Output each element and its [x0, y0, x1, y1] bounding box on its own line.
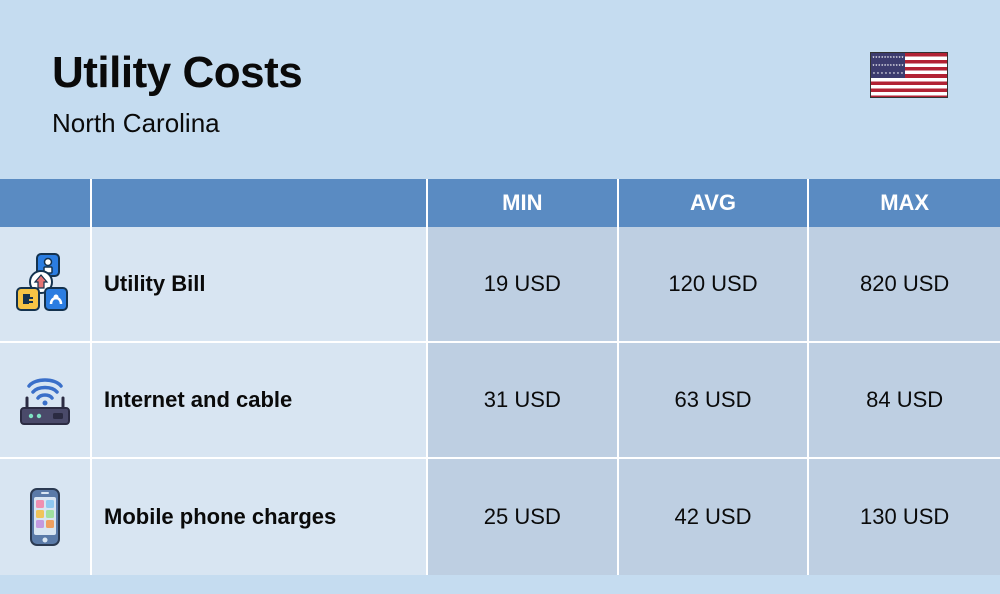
row-label-text: Utility Bill: [104, 271, 205, 297]
row-avg: 120 USD: [619, 227, 810, 341]
phone-icon: [13, 485, 77, 549]
utility-table: MIN AVG MAX Utility Bill 19 USD 120: [0, 179, 1000, 575]
row-label-text: Mobile phone charges: [104, 504, 336, 530]
table-header-blank-icon: [0, 179, 92, 227]
row-label: Mobile phone charges: [92, 459, 428, 575]
page-title: Utility Costs: [52, 48, 302, 98]
row-min: 25 USD: [428, 459, 619, 575]
row-min: 19 USD: [428, 227, 619, 341]
router-icon: [13, 368, 77, 432]
table-header-min: MIN: [428, 179, 619, 227]
header: Utility Costs North Carolina ★★★★★★ ★★★★…: [0, 0, 1000, 179]
table-row: Internet and cable 31 USD 63 USD 84 USD: [0, 343, 1000, 459]
utility-bill-icon: [13, 252, 77, 316]
title-block: Utility Costs North Carolina: [52, 48, 302, 139]
page-subtitle: North Carolina: [52, 108, 302, 139]
table-header-max: MAX: [809, 179, 1000, 227]
row-max: 84 USD: [809, 343, 1000, 457]
row-min: 31 USD: [428, 343, 619, 457]
table-header-avg: AVG: [619, 179, 810, 227]
row-icon-cell: [0, 343, 92, 457]
table-row: Utility Bill 19 USD 120 USD 820 USD: [0, 227, 1000, 343]
table-row: Mobile phone charges 25 USD 42 USD 130 U…: [0, 459, 1000, 575]
row-avg: 63 USD: [619, 343, 810, 457]
table-header-blank-label: [92, 179, 428, 227]
row-avg: 42 USD: [619, 459, 810, 575]
row-label: Internet and cable: [92, 343, 428, 457]
row-label: Utility Bill: [92, 227, 428, 341]
table-header-row: MIN AVG MAX: [0, 179, 1000, 227]
us-flag-icon: ★★★★★★ ★★★★★★ ★★★★★★ ★★★★★★ ★★★★★★: [870, 52, 948, 98]
row-icon-cell: [0, 459, 92, 575]
row-label-text: Internet and cable: [104, 387, 292, 413]
row-max: 820 USD: [809, 227, 1000, 341]
row-icon-cell: [0, 227, 92, 341]
row-max: 130 USD: [809, 459, 1000, 575]
